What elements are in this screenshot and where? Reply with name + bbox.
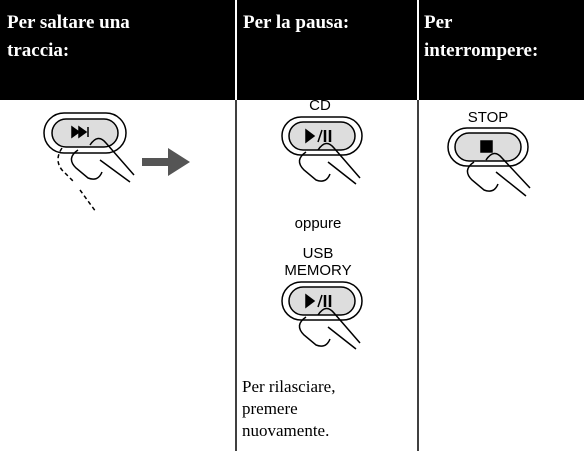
header-text: Per	[424, 12, 453, 33]
header-text: interrompere:	[424, 40, 538, 61]
stop-illustration	[447, 127, 531, 197]
label: MEMORY	[284, 262, 351, 279]
header-text: Per saltare una	[7, 12, 130, 33]
pause-illustration	[281, 116, 363, 185]
note: Per rilasciare,	[242, 377, 335, 396]
skip-illustration	[43, 112, 190, 213]
separator: oppure	[295, 215, 342, 232]
pause-illustration	[281, 281, 363, 350]
header-divider	[417, 0, 419, 100]
label: USB	[303, 245, 334, 262]
label: CD	[309, 97, 331, 114]
header-text: Per la pausa:	[243, 12, 349, 33]
note: nuovamente.	[242, 421, 329, 440]
note: premere	[242, 399, 298, 418]
header-band	[0, 0, 584, 100]
label: STOP	[468, 109, 509, 126]
header-divider	[235, 0, 237, 100]
header-text: traccia:	[7, 40, 69, 61]
